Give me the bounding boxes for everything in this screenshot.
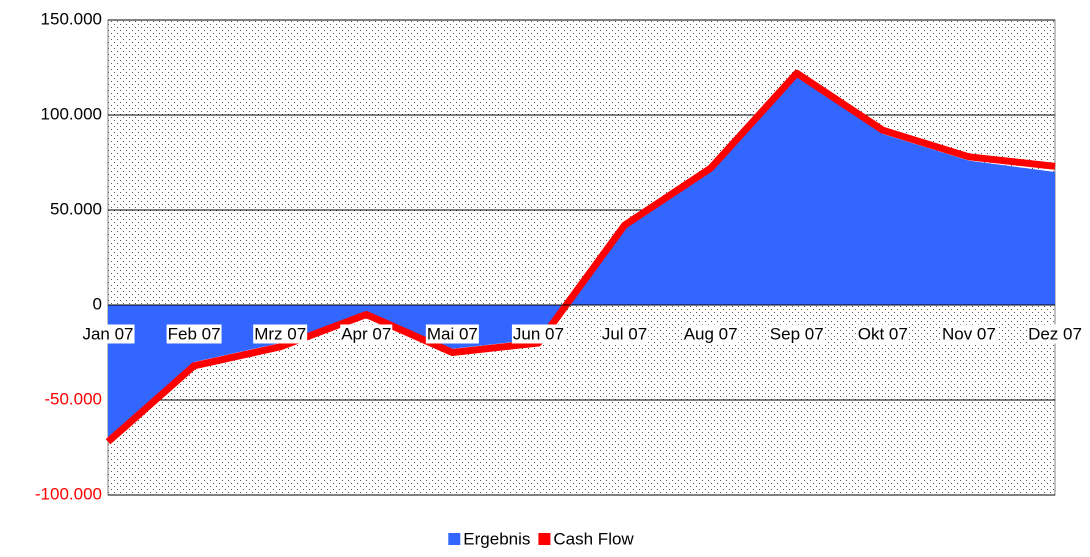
x-tick-label: Sep 07 (770, 324, 824, 343)
label-bg (768, 324, 825, 344)
y-tick-label: 150.000 (41, 9, 102, 28)
x-tick: Apr 07 (340, 324, 393, 344)
legend-swatch (448, 533, 461, 545)
x-tick-label: Apr 07 (341, 324, 391, 343)
label-bg (425, 324, 479, 344)
x-tick-label: Nov 07 (942, 324, 996, 343)
y-tick-label: 100.000 (41, 104, 102, 123)
x-tick-label: Mrz 07 (254, 324, 306, 343)
x-tick-label: Mai 07 (427, 324, 478, 343)
x-tick: Aug 07 (682, 324, 739, 344)
label-bg (1027, 324, 1083, 344)
x-tick: Okt 07 (856, 324, 909, 344)
label-bg (682, 324, 739, 344)
label-bg (511, 324, 565, 344)
x-tick: Jan 07 (81, 324, 135, 344)
x-tick: Feb 07 (166, 324, 222, 344)
x-tick-label: Okt 07 (858, 324, 908, 343)
x-tick: Dez 07 (1027, 324, 1083, 344)
x-tick: Mai 07 (425, 324, 479, 344)
x-tick-label: Aug 07 (684, 324, 738, 343)
x-tick-label: Feb 07 (168, 324, 221, 343)
x-tick: Jul 07 (600, 324, 649, 344)
y-tick-label: 50.000 (50, 199, 102, 218)
x-tick-label: Jan 07 (82, 324, 133, 343)
line (105, 69, 1056, 445)
label-bg (253, 324, 308, 344)
label-bg (81, 324, 135, 344)
legend-swatch (538, 533, 551, 545)
y-tick-label: -50.000 (44, 389, 102, 408)
legend-label: Cash Flow (553, 529, 634, 548)
label-bg (856, 324, 909, 344)
x-tick: Sep 07 (768, 324, 825, 344)
x-tick-label: Dez 07 (1028, 324, 1082, 343)
x-tick: Mrz 07 (253, 324, 308, 344)
label-bg (166, 324, 222, 344)
label-bg (600, 324, 649, 344)
y-tick-label: -100.000 (35, 484, 102, 503)
y-tick-label: 0 (93, 294, 102, 313)
legend: Ergebnis Cash Flow (448, 529, 634, 548)
x-tick: Nov 07 (940, 324, 997, 344)
label-bg (340, 324, 393, 344)
x-tick-label: Jul 07 (602, 324, 647, 343)
area (108, 77, 1055, 438)
legend-label: Ergebnis (463, 529, 530, 548)
x-tick-label: Jun 07 (513, 324, 564, 343)
x-tick: Jun 07 (511, 324, 565, 344)
label-bg (940, 324, 997, 344)
